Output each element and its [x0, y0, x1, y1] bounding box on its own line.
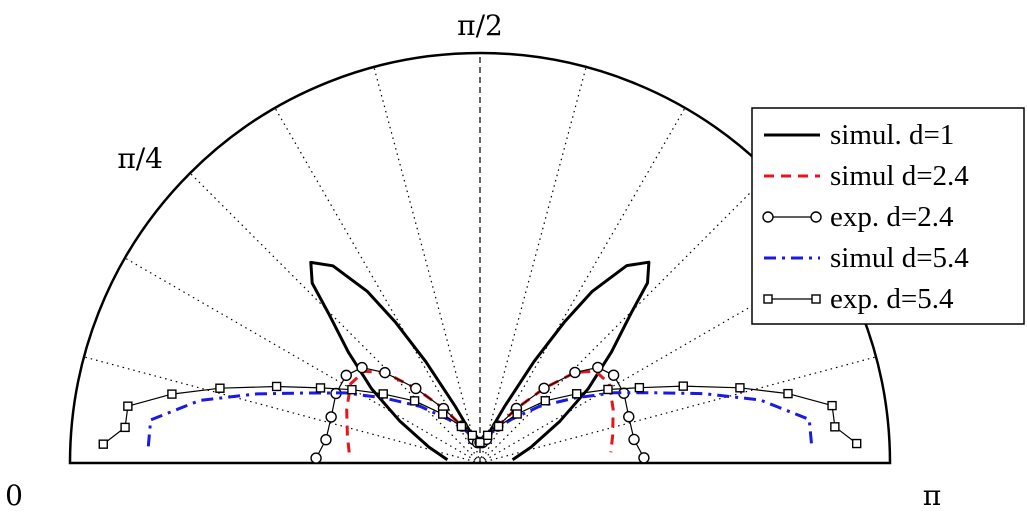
- grid-spoke: [124, 257, 481, 464]
- series-layer: [98, 260, 862, 464]
- data-point: [830, 422, 840, 432]
- data-point: [310, 452, 322, 464]
- data-point: [315, 383, 326, 393]
- data-point: [167, 389, 177, 399]
- data-point: [827, 400, 837, 411]
- data-point: [98, 439, 108, 449]
- data-point: [540, 396, 550, 406]
- data-point: [735, 383, 745, 393]
- angle-labels: 0 π/4 π/2 π: [5, 9, 941, 512]
- data-point: [763, 294, 773, 304]
- data-point: [340, 369, 352, 382]
- grid-spoke: [479, 107, 686, 464]
- data-point: [378, 389, 388, 399]
- legend-label: exp. d=5.4: [830, 283, 954, 315]
- grid-spoke: [189, 172, 481, 464]
- data-point: [571, 389, 582, 399]
- data-point: [120, 422, 130, 433]
- grid-spoke: [83, 356, 481, 464]
- data-point: [638, 452, 650, 464]
- data-point: [475, 437, 485, 448]
- data-point: [512, 409, 522, 419]
- data-point: [811, 294, 821, 304]
- series-group: [98, 381, 862, 449]
- legend-label: exp. d=2.4: [830, 201, 954, 233]
- data-point: [603, 384, 613, 395]
- data-point: [607, 369, 620, 381]
- grid-spoke: [479, 66, 587, 464]
- legend-label: simul. d=1: [830, 119, 954, 151]
- angle-label: π/4: [117, 142, 163, 175]
- data-point: [538, 382, 550, 395]
- legend-label: simul d=5.4: [830, 242, 969, 274]
- data-point: [592, 361, 604, 374]
- legend-box: [751, 107, 1025, 325]
- grid-spoke: [274, 107, 481, 464]
- data-point: [810, 211, 822, 223]
- data-point: [628, 433, 640, 446]
- data-point: [678, 381, 688, 391]
- data-point: [493, 421, 504, 432]
- data-point: [456, 421, 467, 432]
- data-point: [482, 430, 493, 441]
- angle-label: π/2: [457, 9, 503, 42]
- data-point: [320, 434, 332, 446]
- angle-label: π: [923, 479, 941, 512]
- legend-label: simul d=2.4: [830, 160, 969, 192]
- data-point: [762, 211, 774, 223]
- data-point: [347, 384, 357, 395]
- data-point: [271, 381, 282, 392]
- data-point: [123, 401, 133, 411]
- grid-spoke: [373, 66, 481, 464]
- data-point: [379, 366, 391, 379]
- data-point: [851, 438, 862, 449]
- data-point: [438, 409, 448, 419]
- data-point: [325, 411, 337, 423]
- data-point: [569, 366, 581, 379]
- legend: simul. d=1 simul d=2.4 exp. d=2.4 simul d=5…: [751, 107, 1025, 325]
- data-point: [783, 388, 793, 399]
- angle-label: 0: [5, 479, 23, 512]
- data-point: [215, 383, 225, 393]
- grid-spoke: [479, 172, 771, 464]
- grid-spoke: [479, 356, 877, 464]
- data-point: [409, 396, 420, 406]
- data-point: [623, 411, 635, 423]
- data-point: [356, 361, 368, 374]
- data-point: [634, 382, 645, 393]
- data-point: [410, 382, 422, 395]
- data-point: [467, 430, 478, 441]
- series-line: [102, 385, 858, 445]
